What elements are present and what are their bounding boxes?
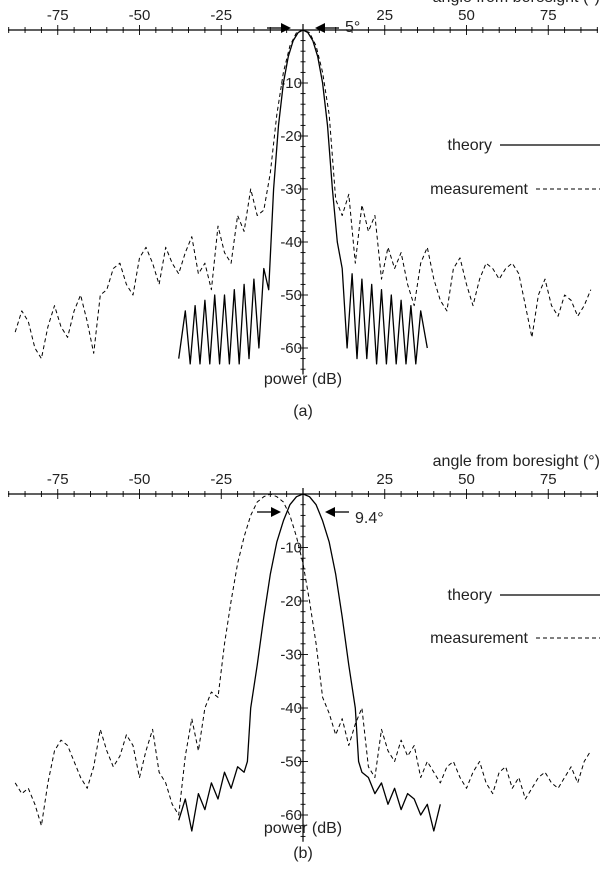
beamwidth-annotation: 9.4° [257,507,384,527]
beamwidth-arrow-left-head [281,23,291,33]
beamwidth-arrow-right-head [325,507,335,517]
x-tick-label: -75 [47,471,69,488]
y-tick-label: -10 [280,75,302,92]
legend-theory-label: theory [448,587,492,604]
y-tick-label: -20 [280,593,302,610]
beamwidth-arrow-right-head [315,23,325,33]
y-tick-label: -20 [280,128,302,145]
x-tick-label: 50 [458,7,475,24]
y-tick-label: -30 [280,181,302,198]
x-tick-label: -50 [129,7,151,24]
panel-label: (a) [293,403,313,420]
beamwidth-label: 9.4° [355,510,384,527]
beamwidth-arrow-left-head [271,507,281,517]
legend-measurement-label: measurement [430,630,528,647]
panel-b: -75 -50 -25 25 50 75 -10 -20 -30 -40 -50 -60 angle f… [8,453,600,862]
y-tick-label: -40 [280,700,302,717]
x-axis-label: angle from boresight (°) [433,453,600,470]
panel-label: (b) [293,845,313,862]
measurement-line [14,493,592,827]
y-axis-label: power (dB) [264,371,342,388]
beamwidth-label: 5° [345,19,360,36]
y-tick-label: -40 [280,234,302,251]
legend-measurement-label: measurement [430,181,528,198]
x-axis-label: angle from boresight (°) [433,0,600,6]
y-tick-label: -60 [280,807,302,824]
y-tick-label: -50 [280,287,302,304]
x-tick-label: 75 [540,471,557,488]
y-axis-label: power (dB) [264,820,342,837]
x-tick-label: -50 [129,471,151,488]
legend: theory measurement [430,137,600,198]
x-tick-label: 25 [376,7,393,24]
theory-line [178,493,441,832]
measurement-line [14,29,592,360]
x-tick-label: -25 [210,471,232,488]
x-tick-label: 50 [458,471,475,488]
y-tick-label: -30 [280,647,302,664]
y-tick-label: -50 [280,754,302,771]
x-tick-label: -75 [47,7,69,24]
x-tick-label: 75 [540,7,557,24]
legend: theory measurement [430,587,600,647]
legend-theory-label: theory [448,137,492,154]
x-tick-label: -25 [210,7,232,24]
y-tick-label: -60 [280,340,302,357]
panel-a: -75 -50 -25 25 50 75 -10 -20 -30 -40 -50 -60 angle f… [8,0,600,420]
x-tick-label: 25 [376,471,393,488]
beamwidth-annotation: 5° [267,19,360,36]
y-tick-label: -10 [280,540,302,557]
